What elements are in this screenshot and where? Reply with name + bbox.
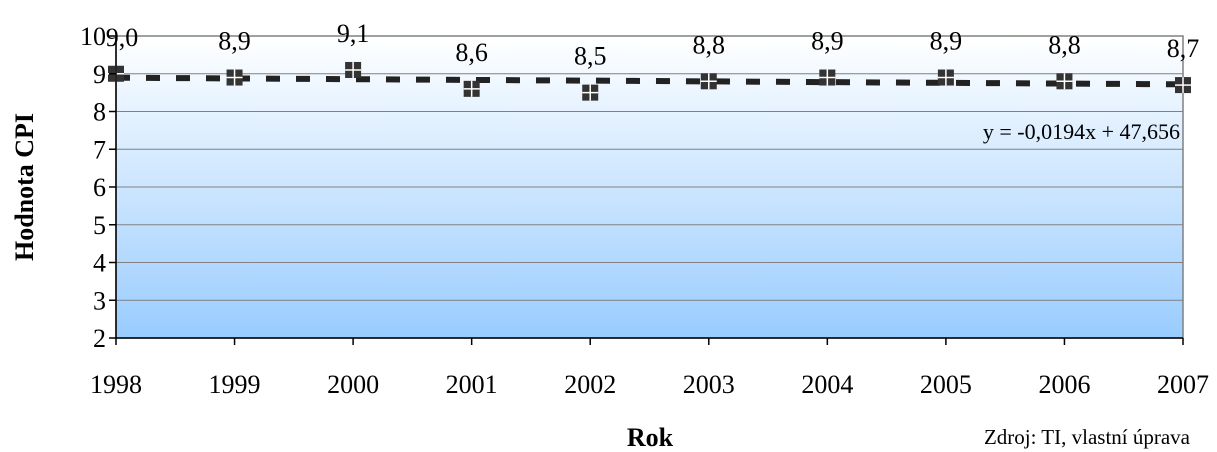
x-axis-ticks: 1998 1999 2000 2001 2002 2003 2004 2005 2006 2007 (90, 338, 1209, 399)
data-point (1175, 77, 1191, 94)
y-tick-label: 9 (93, 60, 106, 89)
data-label: 9,1 (337, 19, 370, 48)
x-tick-label: 2007 (1157, 370, 1209, 399)
data-label: 8,5 (574, 42, 607, 71)
data-label: 9,0 (106, 23, 139, 52)
x-tick-label: 2005 (920, 370, 972, 399)
data-point (226, 69, 243, 86)
data-point (937, 69, 954, 86)
data-label: 8,9 (811, 27, 844, 56)
x-tick-label: 2006 (1038, 370, 1090, 399)
trendline-equation: y = -0,0194x + 47,656 (983, 119, 1180, 144)
data-label: 8,8 (1048, 30, 1081, 59)
data-label: 8,9 (218, 27, 251, 56)
y-tick-label: 2 (93, 324, 106, 353)
data-point (1056, 73, 1073, 90)
x-tick-label: 2000 (327, 370, 379, 399)
data-label: 8,9 (930, 27, 963, 56)
data-label: 8,8 (693, 30, 726, 59)
data-point (819, 69, 836, 86)
x-tick-label: 2004 (801, 370, 853, 399)
y-tick-label: 3 (93, 286, 106, 315)
y-tick-label: 5 (93, 211, 106, 240)
source-note: Zdroj: TI, vlastní úprava (984, 425, 1191, 449)
data-label: 8,7 (1167, 34, 1200, 63)
data-labels-layer: 9,0 8,9 9,1 8,6 8,5 8,8 8,9 8,9 8,8 8,7 (106, 19, 1200, 71)
data-point (463, 80, 480, 97)
y-axis-ticks: 2 3 4 5 6 7 8 9 10 (80, 22, 116, 353)
data-point (345, 61, 362, 78)
x-tick-label: 1998 (90, 370, 142, 399)
y-tick-label: 10 (80, 22, 106, 51)
data-point (700, 73, 717, 90)
x-tick-label: 2001 (446, 370, 498, 399)
data-point (582, 84, 599, 101)
y-tick-label: 7 (93, 135, 106, 164)
x-tick-label: 1999 (209, 370, 261, 399)
x-axis-title: Rok (627, 423, 674, 452)
x-tick-label: 2002 (564, 370, 616, 399)
y-tick-label: 6 (93, 173, 106, 202)
x-tick-label: 2003 (683, 370, 735, 399)
y-axis-title: Hodnota CPI (10, 113, 39, 261)
gridlines (116, 35, 1183, 301)
data-label: 8,6 (455, 38, 488, 67)
y-tick-label: 8 (93, 98, 106, 127)
y-tick-label: 4 (93, 249, 106, 278)
